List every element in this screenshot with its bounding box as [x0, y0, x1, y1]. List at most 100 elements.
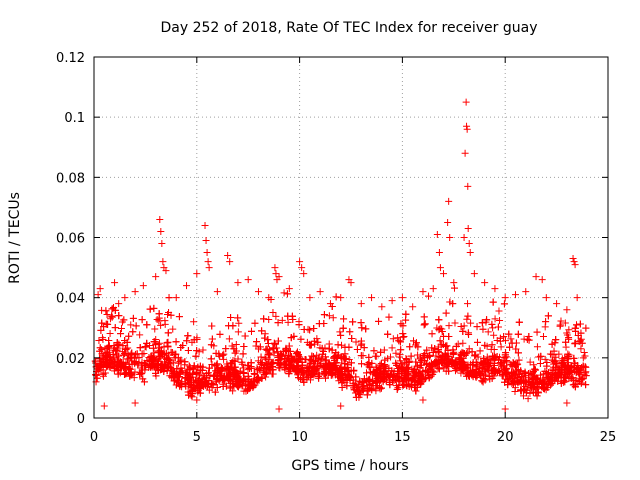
- data-point: [202, 237, 210, 245]
- data-point: [491, 285, 499, 293]
- data-point: [234, 314, 242, 322]
- data-point: [442, 309, 450, 317]
- data-point: [129, 314, 137, 322]
- data-point: [364, 384, 372, 392]
- data-point: [199, 363, 207, 371]
- x-axis-label: GPS time / hours: [291, 458, 408, 474]
- data-point: [184, 332, 192, 340]
- data-point: [136, 370, 144, 378]
- data-point: [184, 365, 192, 373]
- data-point: [470, 270, 478, 278]
- data-point: [257, 353, 265, 361]
- data-point: [258, 327, 266, 335]
- data-point: [421, 375, 429, 383]
- data-point: [175, 313, 183, 321]
- data-point: [565, 370, 573, 378]
- data-point: [97, 366, 105, 374]
- data-point: [353, 345, 361, 353]
- data-point: [227, 360, 235, 368]
- data-point: [254, 288, 262, 296]
- data-point: [288, 353, 296, 361]
- data-point: [208, 360, 216, 368]
- data-point: [320, 320, 328, 328]
- data-point: [328, 346, 336, 354]
- data-point: [393, 361, 401, 369]
- data-point: [272, 312, 280, 320]
- data-point: [103, 362, 111, 370]
- data-point: [525, 378, 533, 386]
- data-point: [450, 360, 458, 368]
- data-point: [514, 360, 522, 368]
- data-point: [500, 333, 508, 341]
- data-point: [155, 310, 163, 318]
- data-point: [331, 371, 339, 379]
- data-point: [364, 376, 372, 384]
- data-point: [277, 351, 285, 359]
- chart-title: Day 252 of 2018, Rate Of TEC Index for r…: [161, 20, 538, 36]
- data-point: [500, 300, 508, 308]
- data-point: [577, 376, 585, 384]
- data-point: [372, 384, 380, 392]
- data-point: [552, 353, 560, 361]
- data-point: [124, 355, 132, 363]
- data-point: [444, 218, 452, 226]
- data-point: [427, 359, 435, 367]
- data-point: [496, 317, 504, 325]
- data-point: [458, 360, 466, 368]
- data-point: [273, 344, 281, 352]
- data-point: [337, 371, 345, 379]
- data-point: [446, 234, 454, 241]
- data-point: [412, 387, 420, 395]
- data-point: [247, 364, 255, 372]
- data-point: [177, 380, 185, 388]
- data-point: [358, 382, 366, 390]
- data-point: [467, 368, 475, 376]
- data-point: [194, 383, 202, 391]
- data-point: [378, 303, 386, 311]
- data-point: [406, 343, 414, 351]
- data-point: [186, 369, 194, 377]
- data-point: [264, 336, 272, 344]
- data-point: [192, 352, 200, 360]
- data-point: [136, 344, 144, 352]
- data-point: [502, 353, 510, 361]
- data-point: [161, 317, 169, 325]
- data-point: [580, 348, 588, 356]
- data-point: [385, 372, 393, 380]
- data-point: [347, 359, 355, 367]
- data-point: [435, 365, 443, 373]
- data-point: [347, 279, 355, 287]
- data-point: [386, 371, 394, 379]
- data-point: [181, 358, 189, 366]
- data-point: [160, 343, 168, 351]
- data-point: [350, 382, 358, 390]
- data-point: [423, 368, 431, 376]
- data-point: [121, 363, 129, 371]
- data-point: [473, 323, 481, 331]
- data-point: [321, 344, 329, 352]
- data-point: [469, 361, 477, 369]
- data-point: [145, 360, 153, 368]
- data-point: [543, 381, 551, 389]
- data-point: [281, 366, 289, 374]
- data-point: [162, 349, 170, 357]
- data-point: [505, 330, 513, 338]
- data-point: [162, 267, 170, 275]
- data-point: [485, 355, 493, 363]
- data-point: [141, 343, 149, 351]
- data-point: [113, 339, 121, 347]
- data-point: [341, 355, 349, 363]
- data-point: [332, 293, 340, 301]
- data-point: [345, 343, 353, 351]
- data-point: [553, 360, 561, 368]
- data-point: [193, 396, 201, 404]
- data-point: [138, 316, 146, 324]
- data-point: [445, 322, 453, 330]
- data-point: [270, 339, 278, 347]
- data-point: [207, 379, 215, 387]
- data-point: [370, 368, 378, 376]
- data-point: [337, 294, 345, 302]
- data-point: [395, 337, 403, 345]
- data-point: [133, 350, 141, 358]
- data-point: [211, 388, 219, 396]
